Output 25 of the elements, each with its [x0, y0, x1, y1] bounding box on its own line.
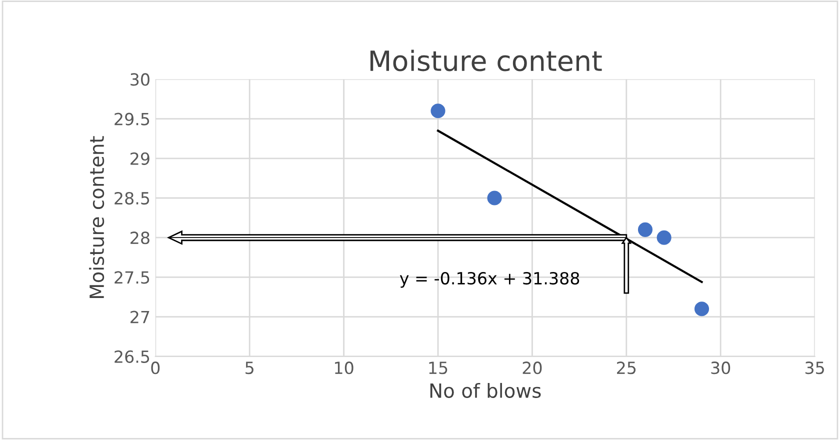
y-axis-title: Moisture content — [89, 136, 104, 298]
y-tick-label: 27.5 — [114, 271, 150, 284]
chart-title: Moisture content — [370, 50, 602, 72]
y-tick-label: 28 — [130, 232, 150, 244]
point — [694, 302, 710, 316]
y-tick-label: 27 — [130, 310, 150, 324]
x-axis-title: No of blows — [430, 382, 541, 398]
x-tick-label: 5 — [246, 362, 254, 374]
point — [430, 104, 446, 118]
x-tick-label: 25 — [617, 362, 636, 374]
point — [638, 222, 653, 237]
x-tick-label: 30 — [711, 362, 730, 374]
annotation: y = -0.136x + 31.388 — [400, 272, 580, 288]
x-tick-label: 20 — [522, 362, 542, 374]
y-tick-label: 26.5 — [114, 350, 150, 363]
y-tick-label: 29 — [130, 152, 150, 165]
point — [487, 190, 502, 206]
x-tick-label: 15 — [429, 362, 448, 374]
x-tick-label: 35 — [805, 362, 824, 374]
y-tick-label: 28.5 — [114, 192, 150, 205]
point — [656, 230, 672, 245]
y-tick-label: 29.5 — [114, 112, 150, 126]
y-tick-label: 30 — [130, 73, 150, 86]
x-tick-label: 10 — [335, 362, 354, 374]
x-tick-label: 0 — [151, 362, 160, 374]
